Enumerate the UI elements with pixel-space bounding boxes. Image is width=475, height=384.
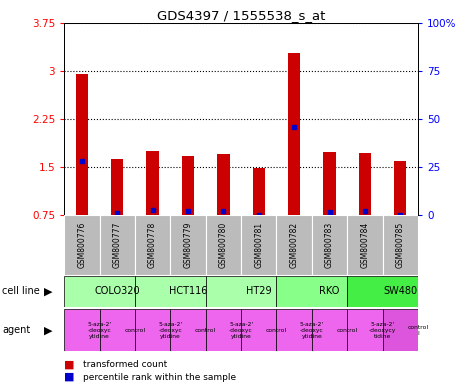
- Text: GSM800785: GSM800785: [396, 222, 405, 268]
- Bar: [135, 309, 171, 351]
- Text: agent: agent: [2, 325, 30, 335]
- Text: 5-aza-2'
-deoxyc
ytidine: 5-aza-2' -deoxyc ytidine: [229, 322, 253, 339]
- Bar: [323, 152, 336, 215]
- Bar: [76, 74, 88, 215]
- Bar: [170, 309, 206, 351]
- Text: GSM800782: GSM800782: [290, 222, 299, 268]
- Bar: [206, 309, 241, 351]
- Text: GSM800777: GSM800777: [113, 222, 122, 268]
- Bar: [312, 309, 347, 351]
- Text: 5-aza-2'
-deoxyc
ytidine: 5-aza-2' -deoxyc ytidine: [87, 322, 112, 339]
- Text: 5-aza-2'
-deoxycy
tidine: 5-aza-2' -deoxycy tidine: [369, 322, 396, 339]
- Bar: [383, 215, 418, 275]
- Bar: [359, 153, 371, 215]
- Text: ■: ■: [64, 360, 75, 370]
- Text: GSM800780: GSM800780: [219, 222, 228, 268]
- Text: ▶: ▶: [44, 325, 52, 335]
- Bar: [276, 309, 312, 351]
- Text: HT29: HT29: [246, 286, 272, 296]
- Bar: [253, 168, 265, 215]
- Text: GSM800783: GSM800783: [325, 222, 334, 268]
- Bar: [206, 215, 241, 275]
- Text: control: control: [337, 328, 358, 333]
- Text: GSM800784: GSM800784: [361, 222, 370, 268]
- Text: COLO320: COLO320: [95, 286, 140, 296]
- Bar: [135, 215, 171, 275]
- Text: control: control: [195, 328, 216, 333]
- Text: GSM800778: GSM800778: [148, 222, 157, 268]
- Text: HCT116: HCT116: [169, 286, 207, 296]
- Bar: [146, 151, 159, 215]
- Bar: [347, 309, 383, 351]
- Bar: [64, 309, 100, 351]
- Bar: [99, 215, 135, 275]
- Bar: [347, 215, 383, 275]
- Bar: [241, 215, 276, 275]
- Bar: [217, 154, 229, 215]
- Text: SW480: SW480: [383, 286, 418, 296]
- Bar: [135, 276, 206, 307]
- Text: ■: ■: [64, 372, 75, 382]
- Text: GSM800781: GSM800781: [254, 222, 263, 268]
- Bar: [64, 215, 100, 275]
- Bar: [170, 215, 206, 275]
- Text: GSM800776: GSM800776: [77, 222, 86, 268]
- Bar: [276, 276, 347, 307]
- Bar: [288, 53, 300, 215]
- Bar: [383, 309, 418, 351]
- Bar: [111, 159, 124, 215]
- Text: 5-aza-2'
-deoxyc
ytidine: 5-aza-2' -deoxyc ytidine: [300, 322, 324, 339]
- Bar: [394, 161, 407, 215]
- Text: cell line: cell line: [2, 286, 40, 296]
- Bar: [347, 276, 418, 307]
- Bar: [276, 215, 312, 275]
- Bar: [182, 156, 194, 215]
- Bar: [206, 276, 276, 307]
- Bar: [99, 309, 135, 351]
- Bar: [241, 309, 276, 351]
- Title: GDS4397 / 1555538_s_at: GDS4397 / 1555538_s_at: [157, 9, 325, 22]
- Text: RKO: RKO: [319, 286, 340, 296]
- Text: 5-aza-2'
-deoxyc
ytidine: 5-aza-2' -deoxyc ytidine: [158, 322, 182, 339]
- Bar: [64, 276, 135, 307]
- Text: control
l: control l: [408, 325, 428, 336]
- Text: ▶: ▶: [44, 286, 52, 296]
- Text: GSM800779: GSM800779: [183, 222, 192, 268]
- Text: transformed count: transformed count: [83, 360, 167, 369]
- Text: percentile rank within the sample: percentile rank within the sample: [83, 372, 236, 382]
- Text: control: control: [124, 328, 145, 333]
- Text: control: control: [266, 328, 287, 333]
- Bar: [312, 215, 347, 275]
